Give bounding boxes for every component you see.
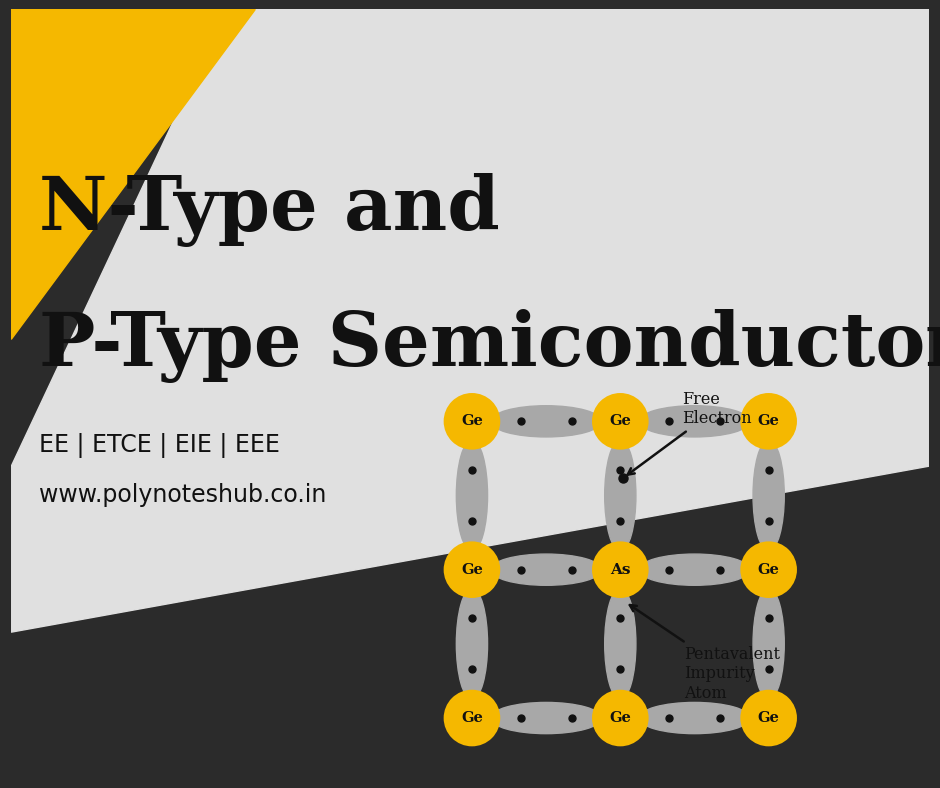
Circle shape xyxy=(444,393,500,450)
Ellipse shape xyxy=(456,440,488,551)
Ellipse shape xyxy=(491,406,602,437)
Text: Pentavalent
Impurity
Atom: Pentavalent Impurity Atom xyxy=(630,605,780,702)
Circle shape xyxy=(592,393,649,450)
Ellipse shape xyxy=(491,554,602,585)
Text: Ge: Ge xyxy=(758,563,779,577)
Ellipse shape xyxy=(604,440,636,551)
Polygon shape xyxy=(11,9,256,340)
Text: Free
Electron: Free Electron xyxy=(628,391,751,474)
Text: P-Type Semiconductor: P-Type Semiconductor xyxy=(39,309,940,383)
Text: Ge: Ge xyxy=(461,711,483,725)
Ellipse shape xyxy=(456,588,488,700)
Text: www.polynoteshub.co.in: www.polynoteshub.co.in xyxy=(39,483,326,507)
Ellipse shape xyxy=(753,588,784,700)
Ellipse shape xyxy=(604,588,636,700)
Ellipse shape xyxy=(639,406,750,437)
Text: EE | ETCE | EIE | EEE: EE | ETCE | EIE | EEE xyxy=(39,433,279,459)
Polygon shape xyxy=(11,9,929,632)
Ellipse shape xyxy=(491,702,602,734)
Circle shape xyxy=(741,690,797,746)
Circle shape xyxy=(592,541,649,598)
Ellipse shape xyxy=(639,554,750,585)
Circle shape xyxy=(741,393,797,450)
Text: Ge: Ge xyxy=(461,414,483,429)
Circle shape xyxy=(444,541,500,598)
Text: Ge: Ge xyxy=(609,414,632,429)
Circle shape xyxy=(444,690,500,746)
Text: Ge: Ge xyxy=(461,563,483,577)
Circle shape xyxy=(592,690,649,746)
Circle shape xyxy=(741,541,797,598)
Text: As: As xyxy=(610,563,631,577)
Text: Ge: Ge xyxy=(609,711,632,725)
Text: Ge: Ge xyxy=(758,711,779,725)
Ellipse shape xyxy=(639,702,750,734)
Text: Ge: Ge xyxy=(758,414,779,429)
Text: N-Type and: N-Type and xyxy=(39,173,499,247)
Ellipse shape xyxy=(753,440,784,551)
